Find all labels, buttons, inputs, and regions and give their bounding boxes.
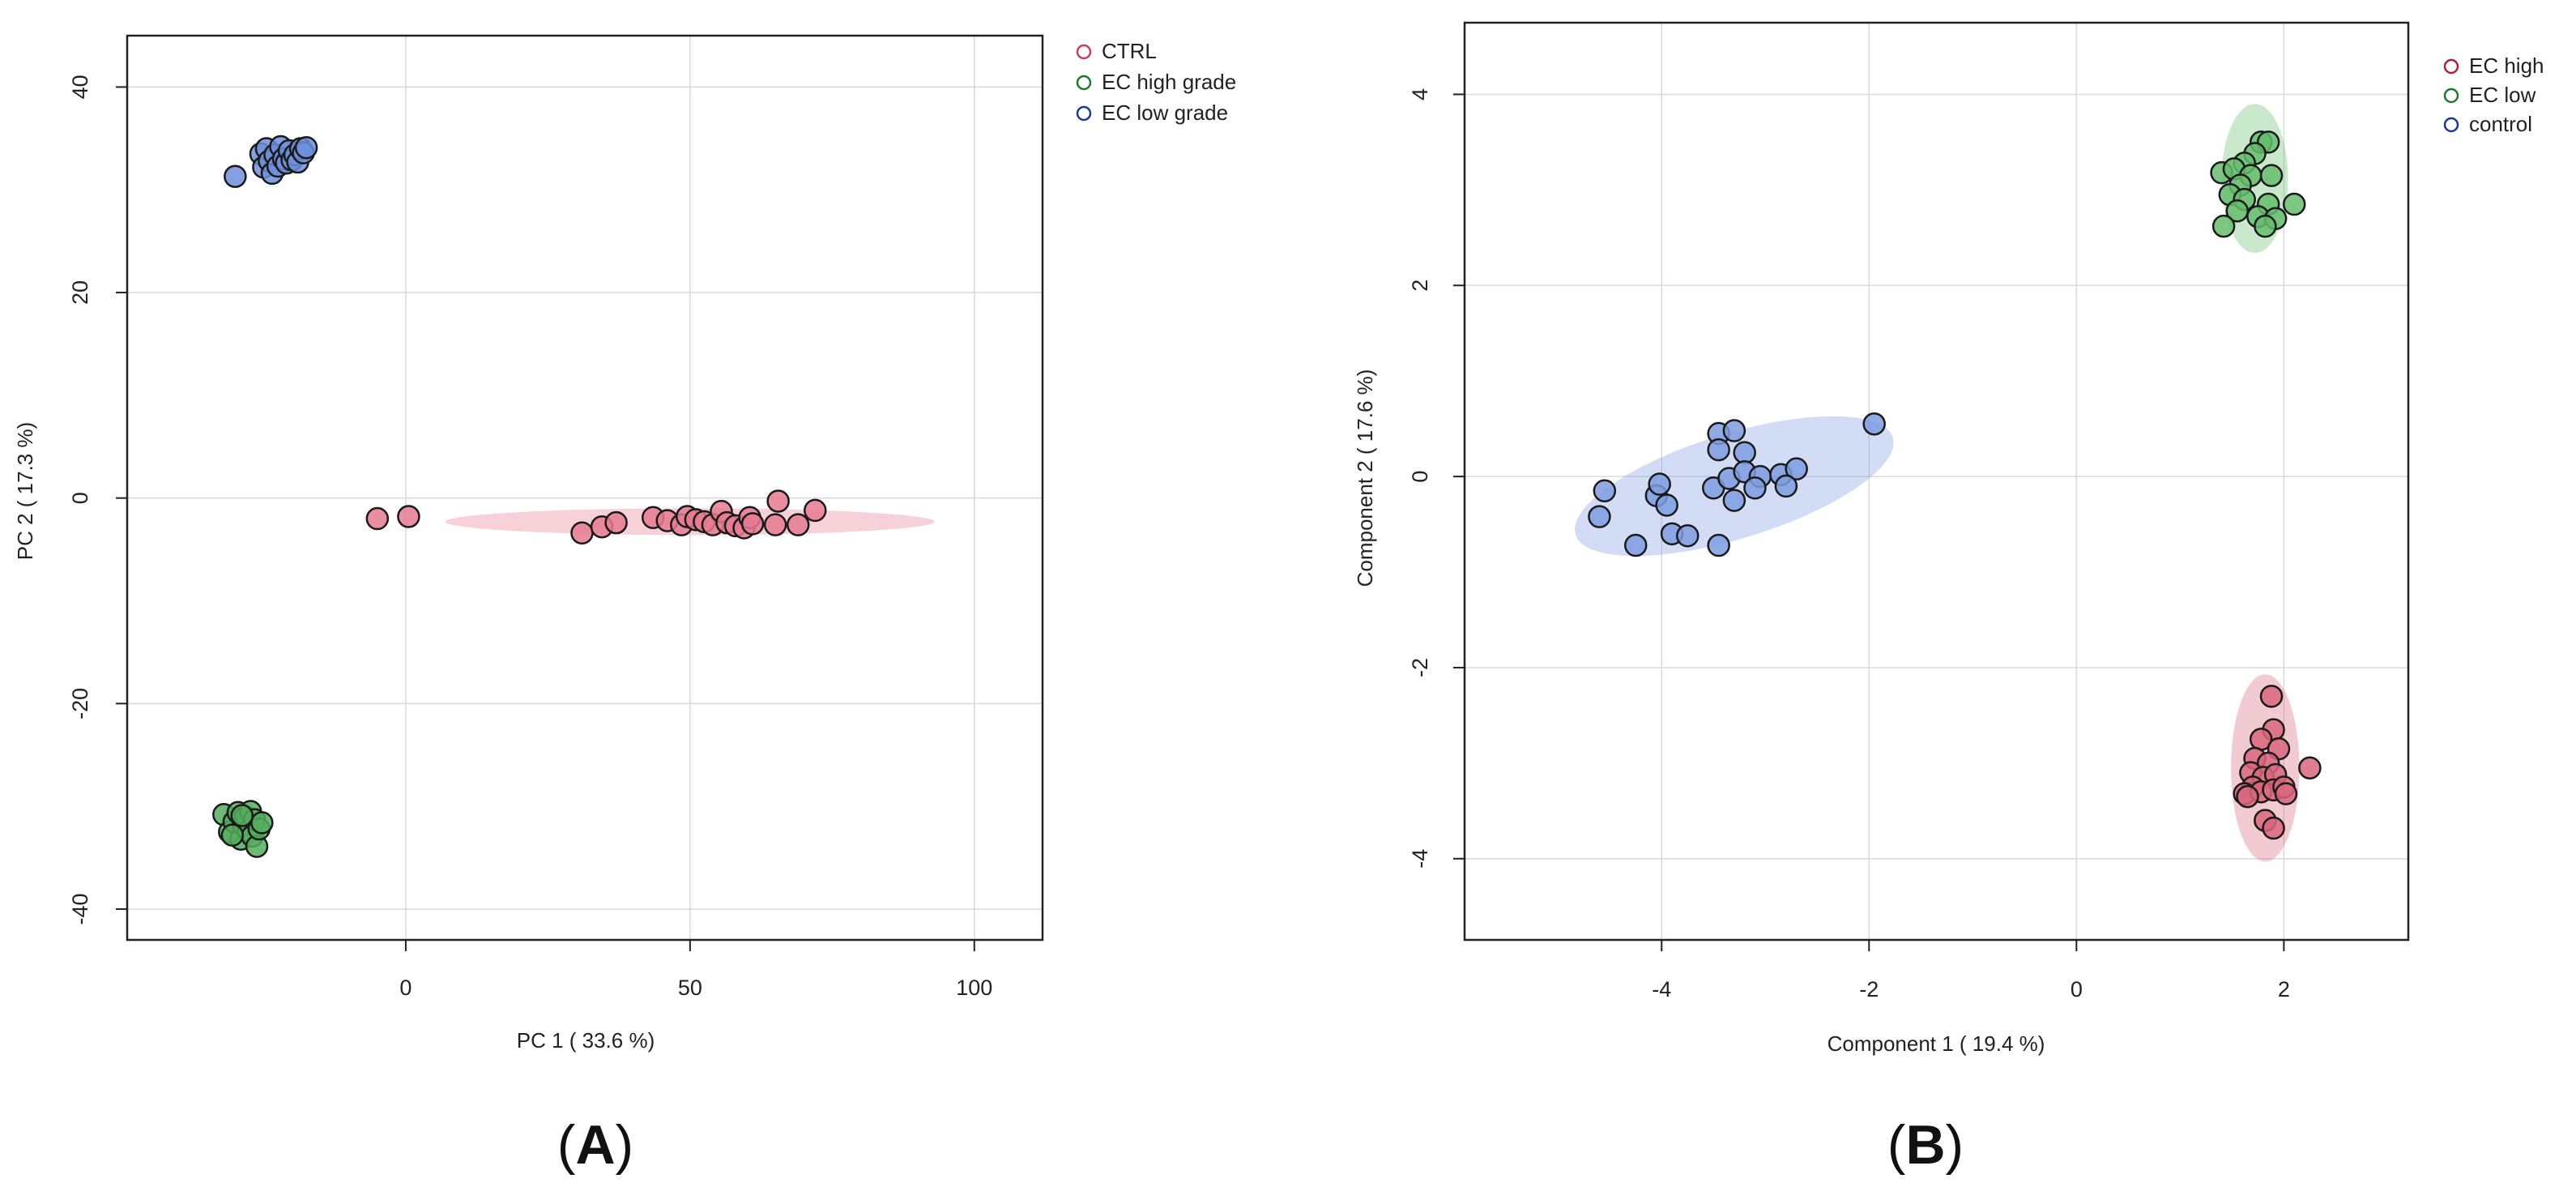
- panel-a-legend-label: EC low grade: [1102, 100, 1228, 125]
- panel-a-legend-label: EC high grade: [1102, 70, 1236, 94]
- panel-a-x-tick-label: 50: [678, 976, 702, 1000]
- panel-a-gridlines: [127, 36, 1043, 940]
- panel-b-label-close-paren: ): [1946, 1114, 1964, 1176]
- panel-a-legend-label: CTRL: [1102, 39, 1157, 63]
- panel-b-legend-marker: [2443, 117, 2459, 133]
- panel-b-label: (B): [1887, 1114, 1964, 1176]
- panel-a-point-ctrl: [365, 506, 390, 531]
- panel-b-label-letter: B: [1905, 1114, 1945, 1176]
- panel-b-legend-label: control: [2469, 112, 2532, 136]
- panel-a-point-ctrl: [740, 512, 765, 536]
- panel-b-point-control: [1588, 505, 1611, 528]
- panel-b-plsda-plot: -4 -2 0 2 4 2 0 -2 -4 Component 1 ( 19.4 %) Com…: [1353, 21, 2544, 1176]
- panel-b-point-ec-low: [2225, 199, 2250, 223]
- panel-a-y-tick-label: 40: [68, 75, 92, 99]
- panel-b-data-points: [1588, 130, 2322, 840]
- panel-a-y-ticks: 40 20 0 -20 -40: [68, 75, 127, 925]
- panel-b-point-control: [1648, 472, 1671, 496]
- panel-b-legend-label: EC high: [2469, 53, 2544, 78]
- panel-b-point-control: [1743, 476, 1767, 500]
- panel-b-point-control: [1675, 523, 1700, 548]
- panel-a-point-ctrl: [766, 489, 790, 513]
- panel-b-point-control: [1655, 493, 1678, 517]
- panel-b-label-open-paren: (: [1887, 1114, 1906, 1176]
- panel-b-legend-label: EC low: [2469, 83, 2536, 107]
- panel-b-x-tick-label: 2: [2278, 977, 2290, 1001]
- panel-a-point-ec-low-grade: [224, 164, 247, 188]
- panel-a-pca-plot: 0 50 100 40 20 0 -20 -40 PC 1 ( 33.6 %) PC 2 (…: [13, 34, 1236, 1176]
- panel-b-point-control: [1593, 479, 1617, 503]
- panel-b-point-ec-low: [2254, 214, 2277, 238]
- panel-b-legend-marker: [2443, 58, 2459, 75]
- panel-b-y-tick-label: -2: [1408, 658, 1432, 677]
- panel-a-point-ctrl: [604, 510, 628, 535]
- panel-a-point-ctrl: [570, 521, 594, 545]
- panel-b-y-tick-label: 2: [1408, 280, 1432, 292]
- panel-a-y-tick-label: 0: [68, 492, 92, 504]
- panel-b-point-ec-low: [2211, 214, 2236, 238]
- panel-b-point-ec-low: [2259, 164, 2284, 187]
- panel-b-point-ec-high: [2262, 816, 2285, 840]
- panel-a-x-axis-label: PC 1 ( 33.6 %): [517, 1028, 655, 1053]
- panel-b-legend-marker: [2443, 88, 2459, 104]
- panel-a-x-ticks: 0 50 100: [399, 940, 992, 1000]
- panel-b-point-control: [1785, 457, 1808, 480]
- panel-b-x-axis-label: Component 1 ( 19.4 %): [1828, 1031, 2045, 1056]
- panel-a-y-tick-label: 20: [68, 280, 92, 305]
- panel-a-label: (A): [557, 1114, 633, 1176]
- panel-a-point-ec-high-grade: [220, 823, 245, 847]
- panel-a-legend-marker: [1076, 105, 1092, 122]
- panel-a-x-tick-label: 100: [956, 976, 992, 1000]
- panel-b-point-control: [1862, 412, 1886, 436]
- panel-b-point-ec-high: [2274, 782, 2298, 805]
- panel-a-point-ec-low-grade: [294, 135, 318, 160]
- panel-b-y-tick-label: -4: [1408, 849, 1432, 869]
- panel-b-x-ticks: -4 -2 0 2: [1652, 940, 2290, 1001]
- panel-a-plot-frame: [126, 34, 1044, 942]
- panel-a-y-tick-label: -20: [68, 688, 92, 720]
- panel-a-label-open-paren: (: [557, 1114, 576, 1176]
- panel-b-x-tick-label: 0: [2071, 977, 2083, 1001]
- panel-b-point-ec-high: [2236, 784, 2259, 809]
- panel-b-point-control: [1774, 474, 1798, 498]
- panel-a-point-ec-high-grade: [250, 811, 274, 835]
- panel-a-y-axis-label: PC 2 ( 17.3 %): [13, 422, 37, 561]
- panel-b-plot-frame: [1463, 21, 2410, 942]
- panel-b-point-ec-high: [2298, 756, 2322, 779]
- panel-a-legend-marker: [1076, 44, 1092, 60]
- panel-b-y-tick-label: 0: [1408, 471, 1432, 483]
- panel-b-point-control: [1623, 533, 1648, 557]
- panel-b-x-tick-label: -2: [1859, 977, 1879, 1001]
- panel-b-point-control: [1733, 441, 1756, 464]
- panel-a-label-letter: A: [575, 1114, 615, 1176]
- panel-a-x-tick-label: 0: [399, 976, 412, 1000]
- panel-b-point-control: [1707, 438, 1730, 462]
- panel-b-point-ec-high: [2259, 685, 2284, 708]
- panel-a-legend: CTRL EC high grade EC low grade: [1076, 39, 1236, 125]
- panel-a-point-ctrl: [763, 513, 787, 536]
- panel-b-point-control: [1722, 419, 1746, 442]
- panel-a-point-ec-high-grade: [230, 804, 254, 827]
- panel-a-point-ctrl: [786, 513, 810, 536]
- panel-a-point-ctrl: [804, 498, 827, 523]
- panel-a-y-tick-label: -40: [68, 893, 92, 925]
- panel-b-legend: EC high EC low control: [2443, 53, 2544, 136]
- panel-a-data-points: [212, 135, 827, 858]
- panel-b-x-tick-label: -4: [1652, 977, 1671, 1001]
- panel-a-label-close-paren: ): [616, 1114, 634, 1176]
- panel-b-y-axis-label: Component 2 ( 17.6 %): [1353, 369, 1377, 587]
- panel-b-point-ec-low: [2282, 192, 2306, 216]
- panel-a-legend-marker: [1076, 75, 1092, 91]
- panel-b-point-control: [1707, 533, 1730, 557]
- panel-b-y-ticks: 4 2 0 -2 -4: [1408, 88, 1465, 869]
- panel-b-point-control: [1722, 489, 1746, 512]
- panel-b-y-tick-label: 4: [1408, 88, 1432, 100]
- panel-a-point-ctrl: [397, 505, 420, 528]
